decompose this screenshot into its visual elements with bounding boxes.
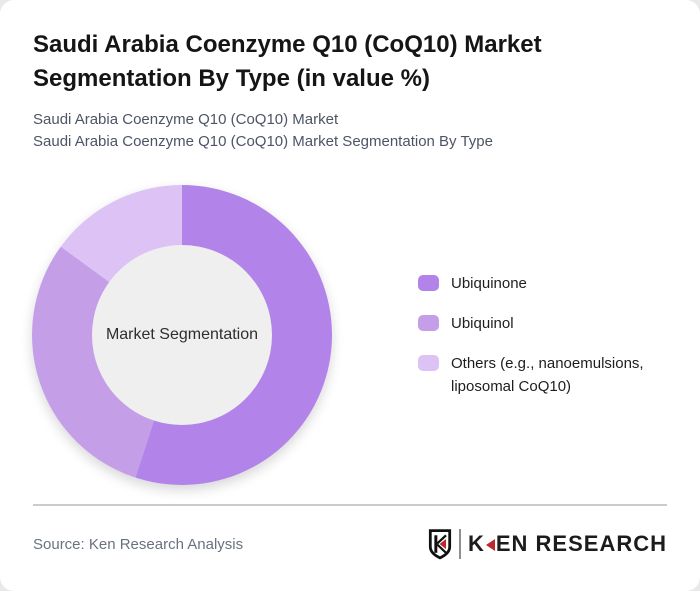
legend-item-ubiquinol: Ubiquinol bbox=[418, 312, 666, 335]
legend-label: Others (e.g., nanoemulsions, liposomal C… bbox=[451, 355, 644, 395]
shield-k-icon bbox=[428, 528, 452, 559]
page-title-line-1: Saudi Arabia Coenzyme Q10 (CoQ10) Market bbox=[33, 31, 542, 58]
logo-wordmark-rest: EN RESEARCH bbox=[495, 531, 667, 556]
subtitle-line-1: Saudi Arabia Coenzyme Q10 (CoQ10) Market bbox=[33, 111, 339, 128]
page-title-line-2: Segmentation By Type (in value %) bbox=[33, 65, 430, 92]
donut-center-label: Market Segmentation bbox=[105, 326, 259, 343]
donut-hole: Market Segmentation bbox=[92, 245, 272, 425]
page-title: Saudi Arabia Coenzyme Q10 (CoQ10) Market… bbox=[33, 28, 542, 96]
legend-swatch bbox=[418, 355, 439, 371]
legend-label: Ubiquinone bbox=[451, 275, 527, 292]
source-text: Source: Ken Research Analysis bbox=[33, 536, 244, 553]
subtitle-line-2: Saudi Arabia Coenzyme Q10 (CoQ10) Market… bbox=[33, 133, 493, 150]
donut-chart: Market Segmentation bbox=[32, 185, 332, 485]
legend-item-others: Others (e.g., nanoemulsions, liposomal C… bbox=[418, 352, 666, 398]
legend-swatch bbox=[418, 315, 439, 331]
legend-item-ubiquinone: Ubiquinone bbox=[418, 272, 666, 295]
logo-wordmark: K EN RESEARCH bbox=[468, 531, 667, 557]
shield-accent-triangle bbox=[439, 538, 446, 549]
logo-wordmark-k: K bbox=[467, 531, 485, 556]
subtitle: Saudi Arabia Coenzyme Q10 (CoQ10) Market… bbox=[33, 109, 493, 153]
footer-divider bbox=[33, 504, 667, 506]
chart-legend: Ubiquinone Ubiquinol Others (e.g., nanoe… bbox=[418, 272, 666, 398]
legend-label: Ubiquinol bbox=[451, 315, 514, 332]
logo-separator bbox=[458, 529, 461, 559]
ken-research-logo: K EN RESEARCH bbox=[428, 526, 667, 562]
logo-triangle-icon bbox=[485, 538, 495, 551]
legend-swatch bbox=[418, 275, 439, 291]
